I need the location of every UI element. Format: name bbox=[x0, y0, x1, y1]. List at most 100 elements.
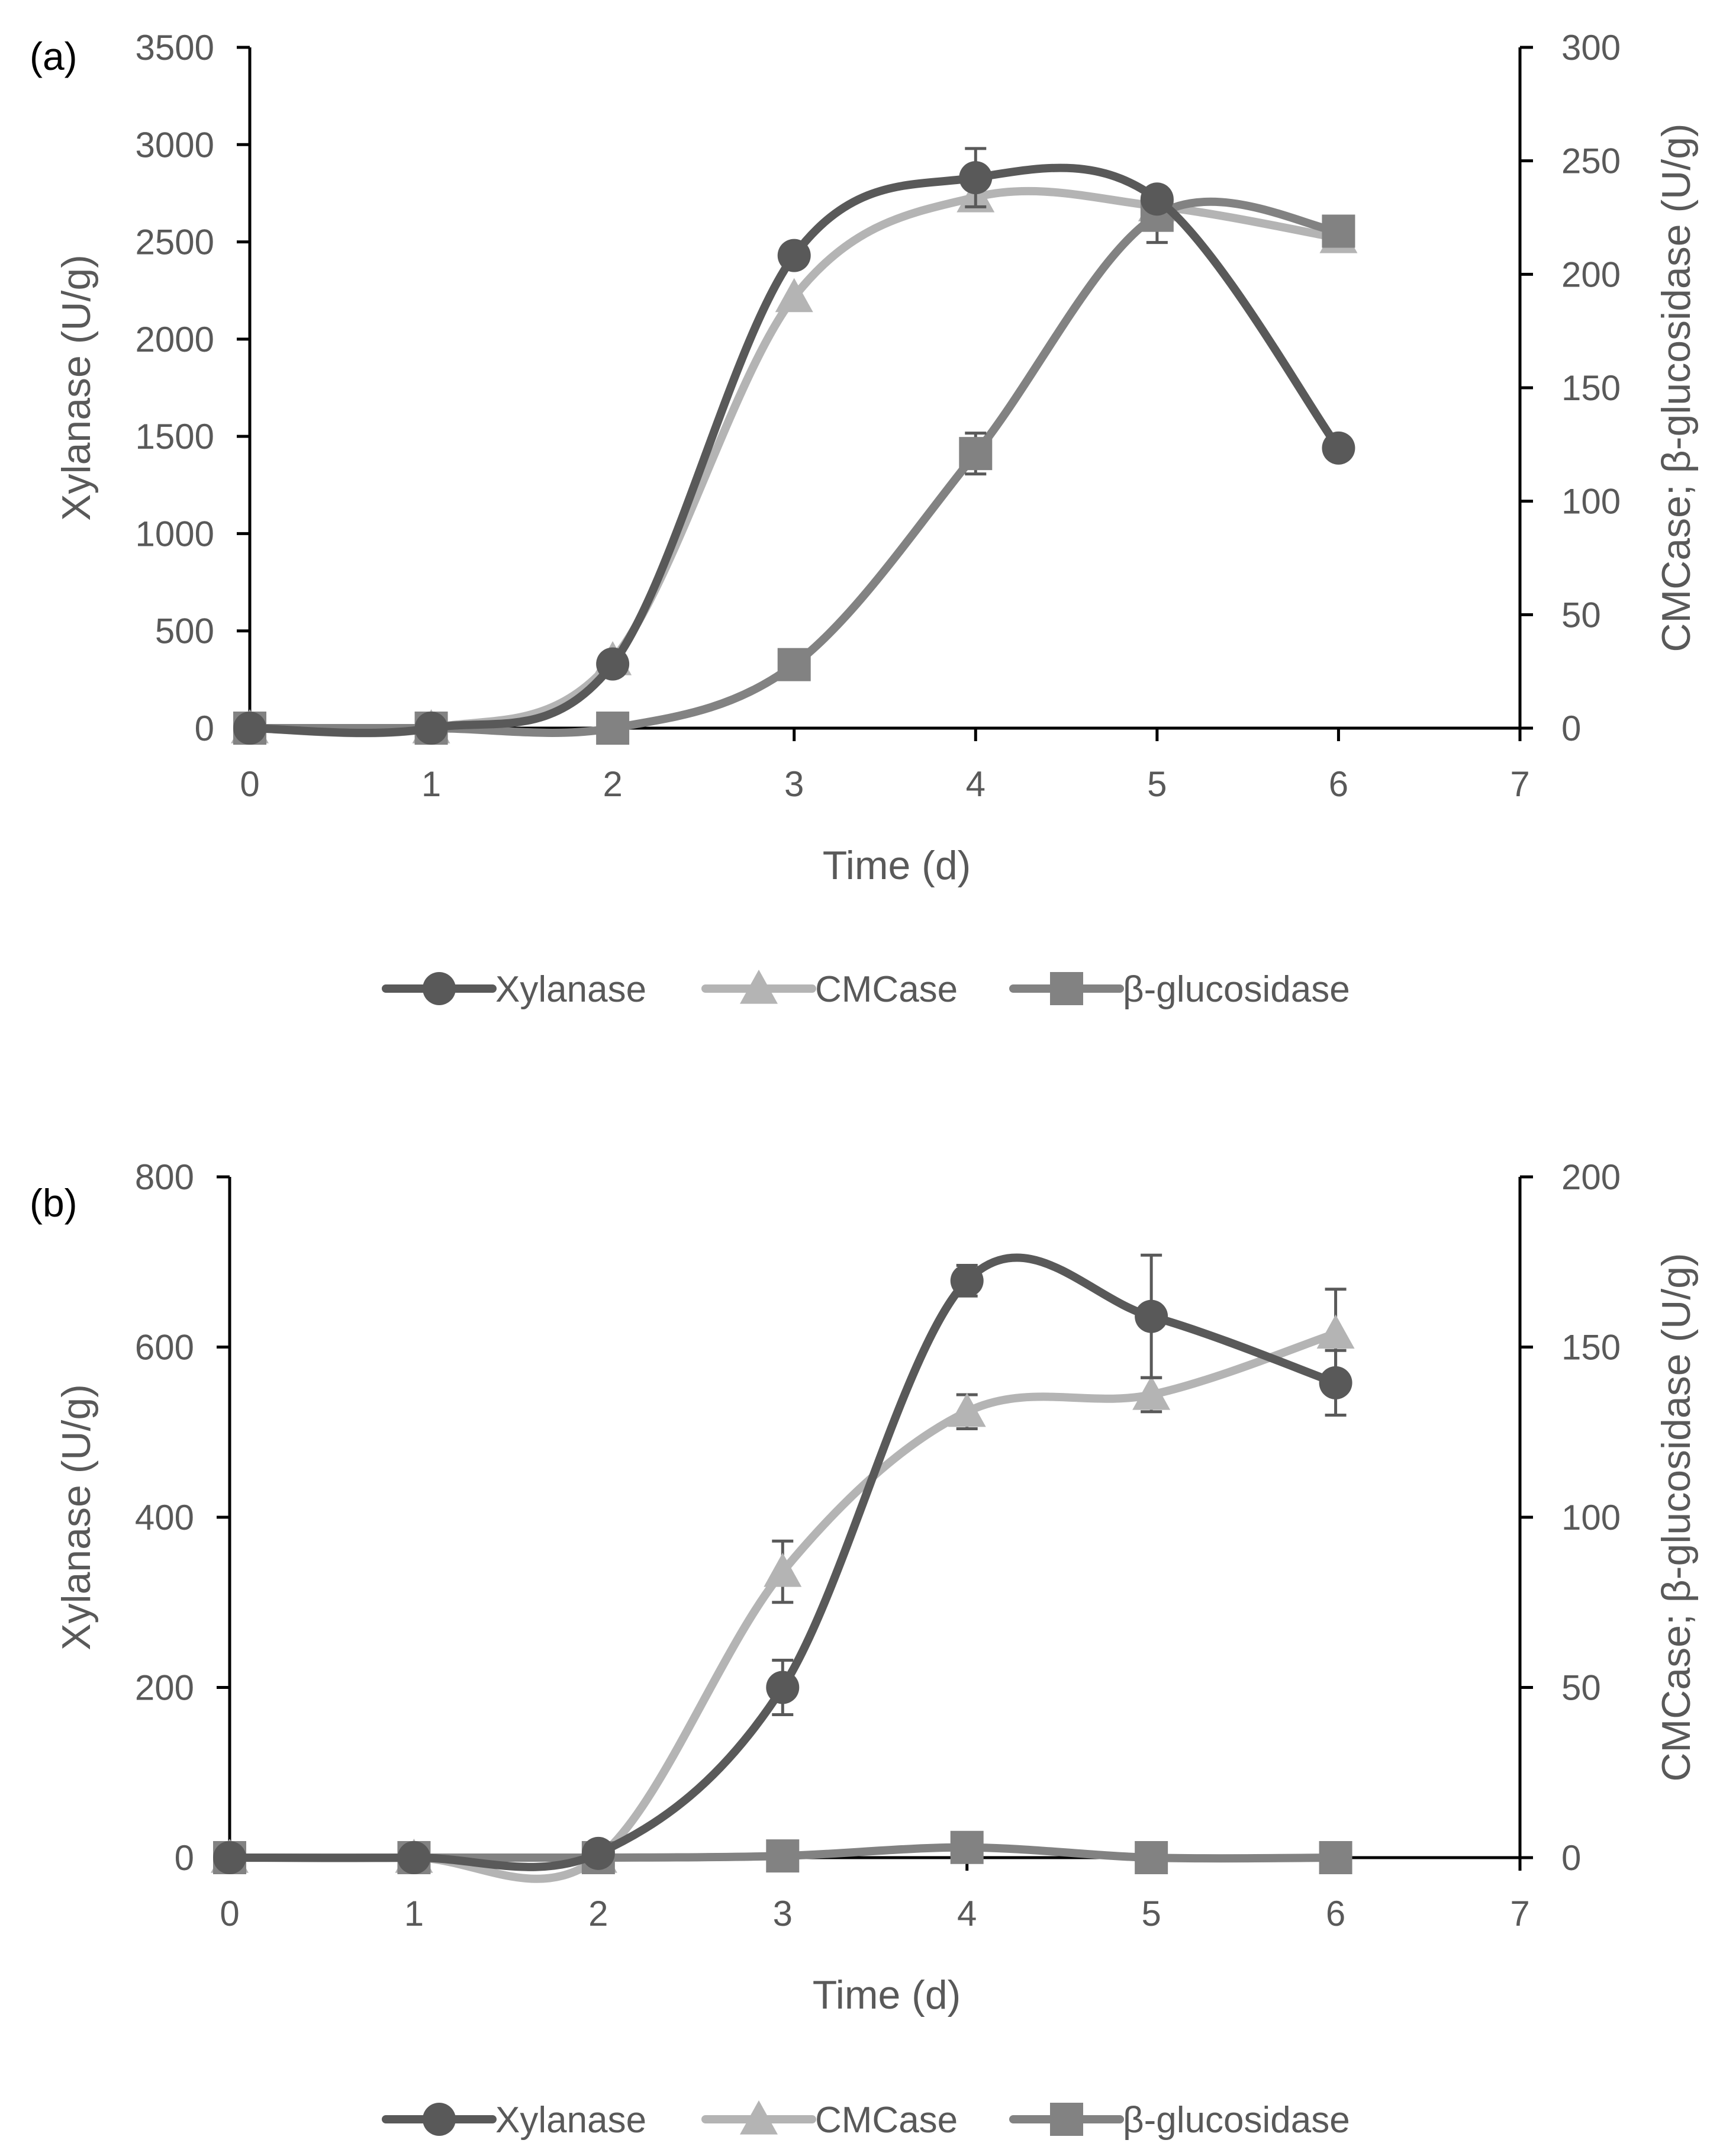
x-tick-label: 1 bbox=[404, 1894, 424, 1933]
data-point-bglucosidase bbox=[1322, 214, 1355, 248]
data-point-cmcase bbox=[775, 278, 813, 313]
y-left-tick-label: 200 bbox=[135, 1668, 194, 1708]
data-point-xylanase bbox=[777, 239, 811, 272]
x-axis-title: Time (d) bbox=[823, 843, 971, 888]
panel-label: (a) bbox=[30, 34, 78, 78]
y-left-tick-label: 2500 bbox=[136, 223, 214, 262]
data-point-xylanase bbox=[1322, 431, 1355, 465]
y-right-tick-label: 100 bbox=[1561, 1498, 1621, 1537]
data-point-bglucosidase bbox=[950, 1830, 984, 1864]
y-right-tick-label: 50 bbox=[1561, 1668, 1601, 1708]
legend: Xylanase CMCase β-glucosidase bbox=[382, 969, 1350, 1010]
x-tick-label: 2 bbox=[588, 1894, 608, 1933]
series-cmcase bbox=[211, 1288, 1355, 1883]
data-point-xylanase bbox=[950, 1264, 984, 1298]
data-point-bglucosidase bbox=[1135, 1841, 1168, 1874]
legend-item-cmcase: CMCase bbox=[701, 969, 958, 1010]
y-left-tick-label: 1000 bbox=[136, 514, 214, 554]
y-right-tick-label: 150 bbox=[1561, 1328, 1621, 1367]
x-tick-label: 5 bbox=[1147, 764, 1167, 804]
x-tick-label: 4 bbox=[966, 764, 986, 804]
y-right-tick-label: 200 bbox=[1561, 1157, 1621, 1197]
legend: Xylanase CMCase β-glucosidase bbox=[382, 2100, 1350, 2141]
y-left-tick-label: 500 bbox=[155, 612, 214, 651]
x-axis-title: Time (d) bbox=[813, 1972, 961, 2017]
x-tick-label: 6 bbox=[1329, 764, 1348, 804]
x-tick-label: 3 bbox=[784, 764, 804, 804]
data-point-cmcase bbox=[764, 1553, 802, 1587]
data-point-bglucosidase bbox=[777, 648, 811, 681]
y-right-tick-label: 150 bbox=[1561, 368, 1621, 408]
data-point-xylanase bbox=[581, 1836, 615, 1870]
legend-marker-bglucosidase bbox=[1050, 972, 1083, 1005]
chart-panel-a: (a)0 1 2 3 4 5 6 705001000150020002500300035000… bbox=[30, 28, 1699, 1010]
data-point-cmcase bbox=[1132, 1376, 1171, 1410]
x-tick-label: 0 bbox=[240, 764, 259, 804]
y-right-tick-label: 300 bbox=[1561, 28, 1621, 67]
y-left-tick-label: 400 bbox=[135, 1498, 194, 1537]
legend-item-xylanase: Xylanase bbox=[382, 969, 646, 1010]
legend-marker-xylanase bbox=[423, 972, 456, 1005]
y-left-tick-label: 800 bbox=[135, 1157, 194, 1197]
y-right-tick-label: 100 bbox=[1561, 482, 1621, 522]
x-tick-label: 2 bbox=[603, 764, 622, 804]
data-point-xylanase bbox=[213, 1841, 246, 1874]
data-point-xylanase bbox=[766, 1671, 800, 1704]
y-right-tick-label: 250 bbox=[1561, 141, 1621, 181]
y-left-tick-label: 0 bbox=[175, 1838, 194, 1878]
x-tick-label: 0 bbox=[220, 1894, 239, 1933]
data-point-xylanase bbox=[233, 712, 266, 745]
y-right-tick-label: 0 bbox=[1561, 709, 1581, 748]
legend-marker-cmcase bbox=[740, 970, 778, 1004]
y-left-tick-label: 2000 bbox=[136, 320, 214, 359]
data-point-xylanase bbox=[414, 712, 448, 745]
legend-label-cmcase: CMCase bbox=[815, 969, 958, 1010]
legend-marker-cmcase bbox=[740, 2100, 778, 2135]
y-right-tick-label: 200 bbox=[1561, 255, 1621, 294]
y-left-tick-label: 1500 bbox=[136, 417, 214, 456]
data-point-bglucosidase bbox=[1319, 1841, 1352, 1874]
y-right-axis-title: CMCase; β-glucosidase (U/g) bbox=[1654, 123, 1699, 652]
y-left-tick-label: 3000 bbox=[136, 125, 214, 165]
series-bglucosidase bbox=[213, 1830, 1352, 1874]
y-right-tick-label: 0 bbox=[1561, 1838, 1581, 1878]
legend-label-bglucosidase: β-glucosidase bbox=[1123, 2100, 1350, 2141]
series-xylanase bbox=[213, 1253, 1352, 1874]
data-point-bglucosidase bbox=[959, 437, 993, 471]
chart-panel-b: (b)0 1 2 3 4 5 6 70200400600800050100150200Time… bbox=[30, 1157, 1699, 2141]
y-left-tick-label: 3500 bbox=[136, 28, 214, 67]
y-right-tick-label: 50 bbox=[1561, 595, 1601, 635]
y-left-tick-label: 0 bbox=[195, 709, 214, 748]
data-point-xylanase bbox=[959, 161, 993, 195]
series-line-cmcase bbox=[226, 1329, 1340, 1883]
legend-item-bglucosidase: β-glucosidase bbox=[1009, 969, 1350, 1010]
x-tick-label: 4 bbox=[957, 1894, 977, 1933]
legend-label-xylanase: Xylanase bbox=[495, 2100, 646, 2141]
legend-marker-xylanase bbox=[423, 2103, 456, 2136]
x-tick-label: 7 bbox=[1510, 764, 1529, 804]
legend-item-cmcase: CMCase bbox=[701, 2100, 958, 2141]
x-tick-label: 3 bbox=[773, 1894, 793, 1933]
y-left-axis-title: Xylanase (U/g) bbox=[54, 1384, 99, 1650]
x-tick-label: 1 bbox=[421, 764, 441, 804]
series-xylanase bbox=[233, 147, 1355, 745]
data-point-cmcase bbox=[1316, 1314, 1355, 1349]
data-point-cmcase bbox=[948, 1392, 986, 1427]
legend-label-cmcase: CMCase bbox=[815, 2100, 958, 2141]
y-left-tick-label: 600 bbox=[135, 1328, 194, 1367]
legend-label-xylanase: Xylanase bbox=[495, 969, 646, 1010]
data-point-xylanase bbox=[1135, 1299, 1168, 1333]
legend-item-xylanase: Xylanase bbox=[382, 2100, 646, 2141]
data-point-xylanase bbox=[397, 1841, 431, 1874]
y-right-axis-title: CMCase; β-glucosidase (U/g) bbox=[1654, 1253, 1699, 1781]
legend-marker-bglucosidase bbox=[1050, 2103, 1083, 2136]
panel-label: (b) bbox=[30, 1181, 78, 1225]
data-point-xylanase bbox=[1319, 1366, 1352, 1399]
y-left-axis-title: Xylanase (U/g) bbox=[54, 255, 99, 521]
data-point-xylanase bbox=[1140, 182, 1174, 216]
x-tick-label: 7 bbox=[1510, 1894, 1529, 1933]
legend-label-bglucosidase: β-glucosidase bbox=[1123, 969, 1350, 1010]
legend-item-bglucosidase: β-glucosidase bbox=[1009, 2100, 1350, 2141]
data-point-bglucosidase bbox=[766, 1839, 800, 1873]
